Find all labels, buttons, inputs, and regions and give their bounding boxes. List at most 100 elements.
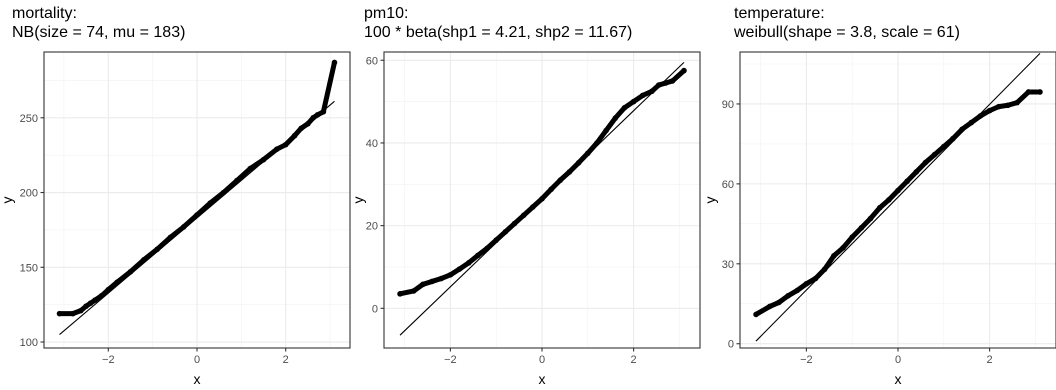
chart-title-line-2: weibull(shape = 3.8, scale = 61) <box>734 24 960 41</box>
qq-point <box>397 291 403 297</box>
x-axis-title: x <box>539 371 546 387</box>
y-tick-label: 100 <box>20 337 38 349</box>
x-tick-label: 0 <box>895 354 901 366</box>
qq-point <box>127 268 134 275</box>
qq-point <box>511 220 518 227</box>
x-axis-title: x <box>895 371 902 387</box>
y-tick-label: 60 <box>366 55 378 67</box>
qq-point <box>1037 89 1043 95</box>
qq-point <box>931 151 938 158</box>
qq-point <box>520 212 527 219</box>
qq-point <box>681 67 687 74</box>
y-axis-title: y <box>0 197 15 204</box>
qq-point <box>794 287 801 294</box>
qq-point <box>493 237 500 243</box>
qq-point <box>234 177 240 184</box>
qq-point <box>840 245 846 251</box>
qq-point <box>662 80 669 86</box>
chart-plot-temperature: −2 0 2 0 30 60 90 x y <box>702 51 1056 387</box>
qq-point <box>858 225 865 231</box>
qq-point <box>502 229 509 235</box>
qq-point <box>821 266 828 272</box>
y-tick-label: 40 <box>366 138 378 150</box>
qq-point <box>655 82 662 88</box>
qq-point <box>849 234 856 240</box>
qq-point <box>895 187 901 194</box>
qq-point <box>282 141 289 148</box>
qq-point <box>56 310 63 317</box>
qq-point <box>98 292 105 299</box>
qq-point <box>530 204 536 210</box>
qq-point <box>410 288 417 294</box>
qq-point <box>867 215 874 222</box>
qq-point <box>776 299 782 306</box>
y-tick-label: 60 <box>722 179 734 191</box>
x-tick-label: 0 <box>194 354 200 366</box>
qq-point <box>70 310 76 317</box>
qq-point <box>291 132 298 139</box>
y-tick-label: 20 <box>366 221 378 233</box>
qq-point <box>305 120 311 127</box>
qq-point <box>575 159 582 166</box>
qq-point <box>785 292 791 299</box>
qq-point <box>557 177 564 183</box>
x-tick-label: −2 <box>800 354 813 366</box>
qq-point <box>831 253 837 259</box>
qq-point <box>78 307 84 314</box>
qq-reference-line <box>755 52 1041 342</box>
qq-point <box>584 150 591 157</box>
qq-point <box>649 88 655 95</box>
qq-point <box>753 311 759 318</box>
qq-point <box>220 189 227 196</box>
qq-point <box>92 297 98 303</box>
chart-title-line-1: mortality: <box>12 5 77 22</box>
qq-point <box>977 113 984 119</box>
qq-point <box>465 260 472 266</box>
chart-title-line-1: pm10: <box>364 5 409 22</box>
qq-point <box>180 224 187 230</box>
qq-point <box>548 186 554 193</box>
qq-point <box>1005 102 1011 109</box>
y-tick-label: 250 <box>20 113 38 125</box>
qq-point <box>995 103 1002 110</box>
chart-plot-mortality: −2 0 2 100 150 200 250 x y <box>0 51 351 387</box>
qq-point <box>612 115 619 121</box>
chart-panel-mortality: mortality: NB(size = 74, mu = 183) −2 0 2 1… <box>0 0 352 390</box>
qq-point <box>420 281 426 288</box>
qq-point <box>320 108 327 115</box>
chart-panel-pm10: pm10: 100 * beta(shp1 = 4.21, shp2 = 11.… <box>350 0 704 390</box>
qq-point <box>594 140 600 146</box>
qq-point <box>812 275 819 282</box>
qq-point <box>87 300 94 306</box>
qq-point <box>669 78 676 84</box>
x-tick-label: −2 <box>102 354 115 366</box>
qq-point <box>438 275 445 282</box>
x-tick-label: 2 <box>631 354 637 366</box>
y-tick-label: 90 <box>722 99 734 111</box>
qq-point <box>194 212 200 218</box>
x-axis-title: x <box>194 371 201 387</box>
qq-point <box>331 59 338 66</box>
qq-point <box>639 92 646 99</box>
qq-point <box>566 169 573 175</box>
chart-title-line-2: NB(size = 74, mu = 183) <box>12 24 186 41</box>
qq-point <box>766 303 773 310</box>
qq-point <box>105 286 112 293</box>
qq-point <box>456 266 463 272</box>
qq-point <box>1014 99 1020 106</box>
qq-point <box>447 272 454 278</box>
qq-point <box>429 278 435 285</box>
qq-point <box>986 107 993 114</box>
chart-title-line-2: 100 * beta(shp1 = 4.21, shp2 = 11.67) <box>364 24 633 41</box>
qq-point <box>207 200 214 206</box>
qq-point <box>803 280 810 287</box>
qq-point <box>913 169 920 175</box>
qq-point <box>1025 89 1032 95</box>
qq-point <box>904 178 910 185</box>
qq-point <box>114 279 120 286</box>
qq-point <box>539 195 545 202</box>
qq-point <box>922 159 929 166</box>
qq-point <box>83 303 89 309</box>
y-axis-title: y <box>702 197 718 204</box>
chart-title-line-1: temperature: <box>734 5 825 22</box>
